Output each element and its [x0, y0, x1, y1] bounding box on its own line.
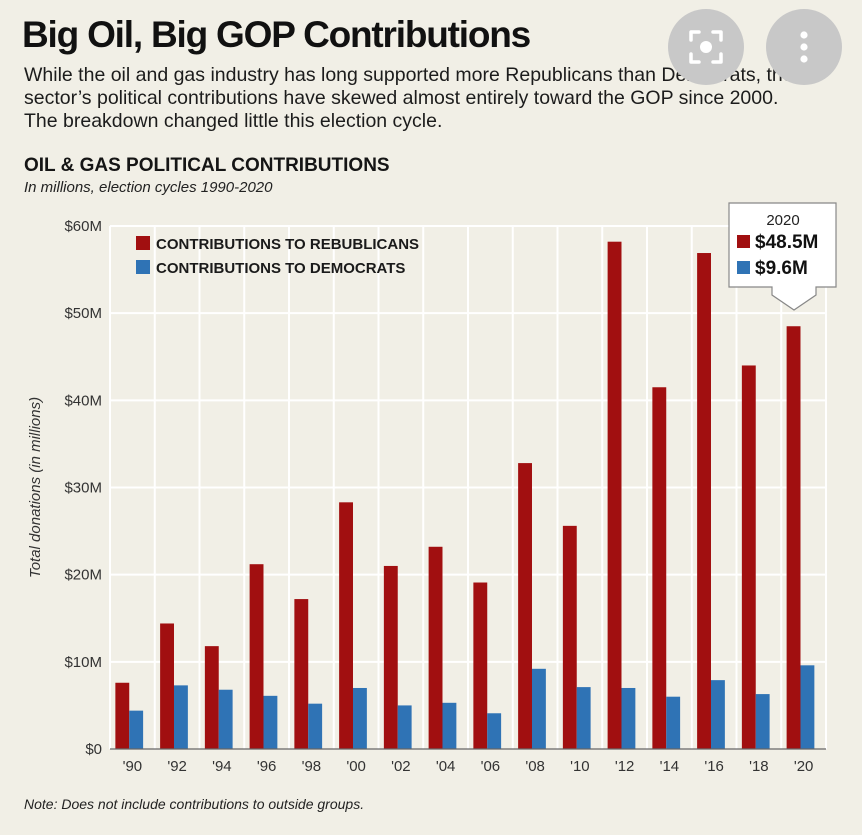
x-tick-label: '20	[794, 758, 814, 775]
x-tick-label: '06	[481, 758, 501, 775]
republican-bar	[383, 565, 398, 749]
page-title: Big Oil, Big GOP Contributions	[22, 14, 531, 55]
republican-bar	[294, 599, 309, 749]
legend-label: CONTRIBUTIONS TO REBUBLICANS	[156, 236, 419, 253]
y-axis-title: Total donations (in millions)	[27, 397, 44, 578]
x-tick-label: '94	[212, 758, 232, 775]
x-tick-label: '14	[660, 758, 680, 775]
legend-swatch	[136, 260, 150, 274]
image-search-button[interactable]	[668, 9, 744, 85]
republican-bar	[786, 326, 801, 749]
annotation-republican-value: $48.5M	[755, 232, 818, 253]
republican-bar	[160, 623, 174, 749]
democrat-bar	[621, 687, 636, 749]
more-options-button[interactable]	[766, 9, 842, 85]
democrat-bar	[487, 713, 502, 749]
y-tick-label: $30M	[64, 480, 102, 497]
page-subtitle: While the oil and gas industry has long …	[24, 64, 794, 132]
x-tick-label: '10	[570, 758, 590, 775]
republican-bar	[204, 646, 219, 749]
x-tick-label: '08	[525, 758, 545, 775]
more-vertical-icon	[800, 31, 808, 63]
republican-bar	[652, 387, 667, 749]
x-tick-label: '96	[257, 758, 277, 775]
x-tick-label: '12	[615, 758, 635, 775]
x-tick-label: '02	[391, 758, 411, 775]
republican-bar	[562, 525, 577, 749]
democrat-bar	[800, 665, 815, 749]
republican-bar	[607, 241, 622, 749]
republican-bar	[697, 253, 711, 749]
republican-bar	[249, 564, 264, 749]
republican-bar	[339, 502, 353, 749]
democrat-bar	[129, 710, 144, 749]
legend-label: CONTRIBUTIONS TO DEMOCRATS	[156, 260, 405, 277]
democrat-bar	[397, 705, 412, 749]
y-tick-label: $60M	[64, 218, 102, 235]
y-tick-label: $40M	[64, 392, 102, 409]
democrat-bar	[352, 687, 367, 749]
democrat-bar	[666, 696, 681, 749]
democrat-bar	[218, 689, 233, 749]
republican-bar	[518, 463, 532, 749]
republican-bar	[428, 546, 443, 749]
republican-bar	[115, 682, 130, 749]
chart-subtitle: In millions, election cycles 1990-2020	[24, 179, 273, 196]
democrat-bar	[308, 703, 323, 749]
y-tick-label: $0	[85, 741, 102, 758]
x-tick-label: '00	[346, 758, 366, 775]
democrat-bar	[755, 694, 770, 749]
democrat-bar	[576, 687, 591, 749]
annotation-swatch	[737, 261, 750, 274]
democrat-bar	[173, 685, 188, 749]
y-tick-label: $10M	[64, 654, 102, 671]
x-tick-label: '18	[749, 758, 769, 775]
chart-title: OIL & GAS POLITICAL CONTRIBUTIONS	[24, 155, 390, 176]
x-tick-label: '90	[123, 758, 143, 775]
y-tick-label: $50M	[64, 305, 102, 322]
x-tick-label: '04	[436, 758, 456, 775]
x-tick-label: '98	[302, 758, 322, 775]
x-tick-label: '92	[167, 758, 187, 775]
legend-swatch	[136, 236, 150, 250]
democrat-bar	[263, 695, 278, 749]
image-search-icon	[689, 30, 723, 64]
y-tick-label: $20M	[64, 567, 102, 584]
annotation-democrat-value: $9.6M	[755, 258, 808, 279]
republican-bar	[741, 365, 756, 749]
democrat-bar	[531, 668, 546, 749]
annotation-year: 2020	[766, 212, 799, 229]
republican-bar	[473, 582, 488, 749]
annotation-swatch	[737, 235, 750, 248]
democrat-bar	[442, 702, 457, 749]
democrat-bar	[710, 680, 725, 749]
annotation-callout	[728, 202, 837, 311]
x-tick-label: '16	[704, 758, 724, 775]
footnote: Note: Does not include contributions to …	[24, 796, 365, 812]
